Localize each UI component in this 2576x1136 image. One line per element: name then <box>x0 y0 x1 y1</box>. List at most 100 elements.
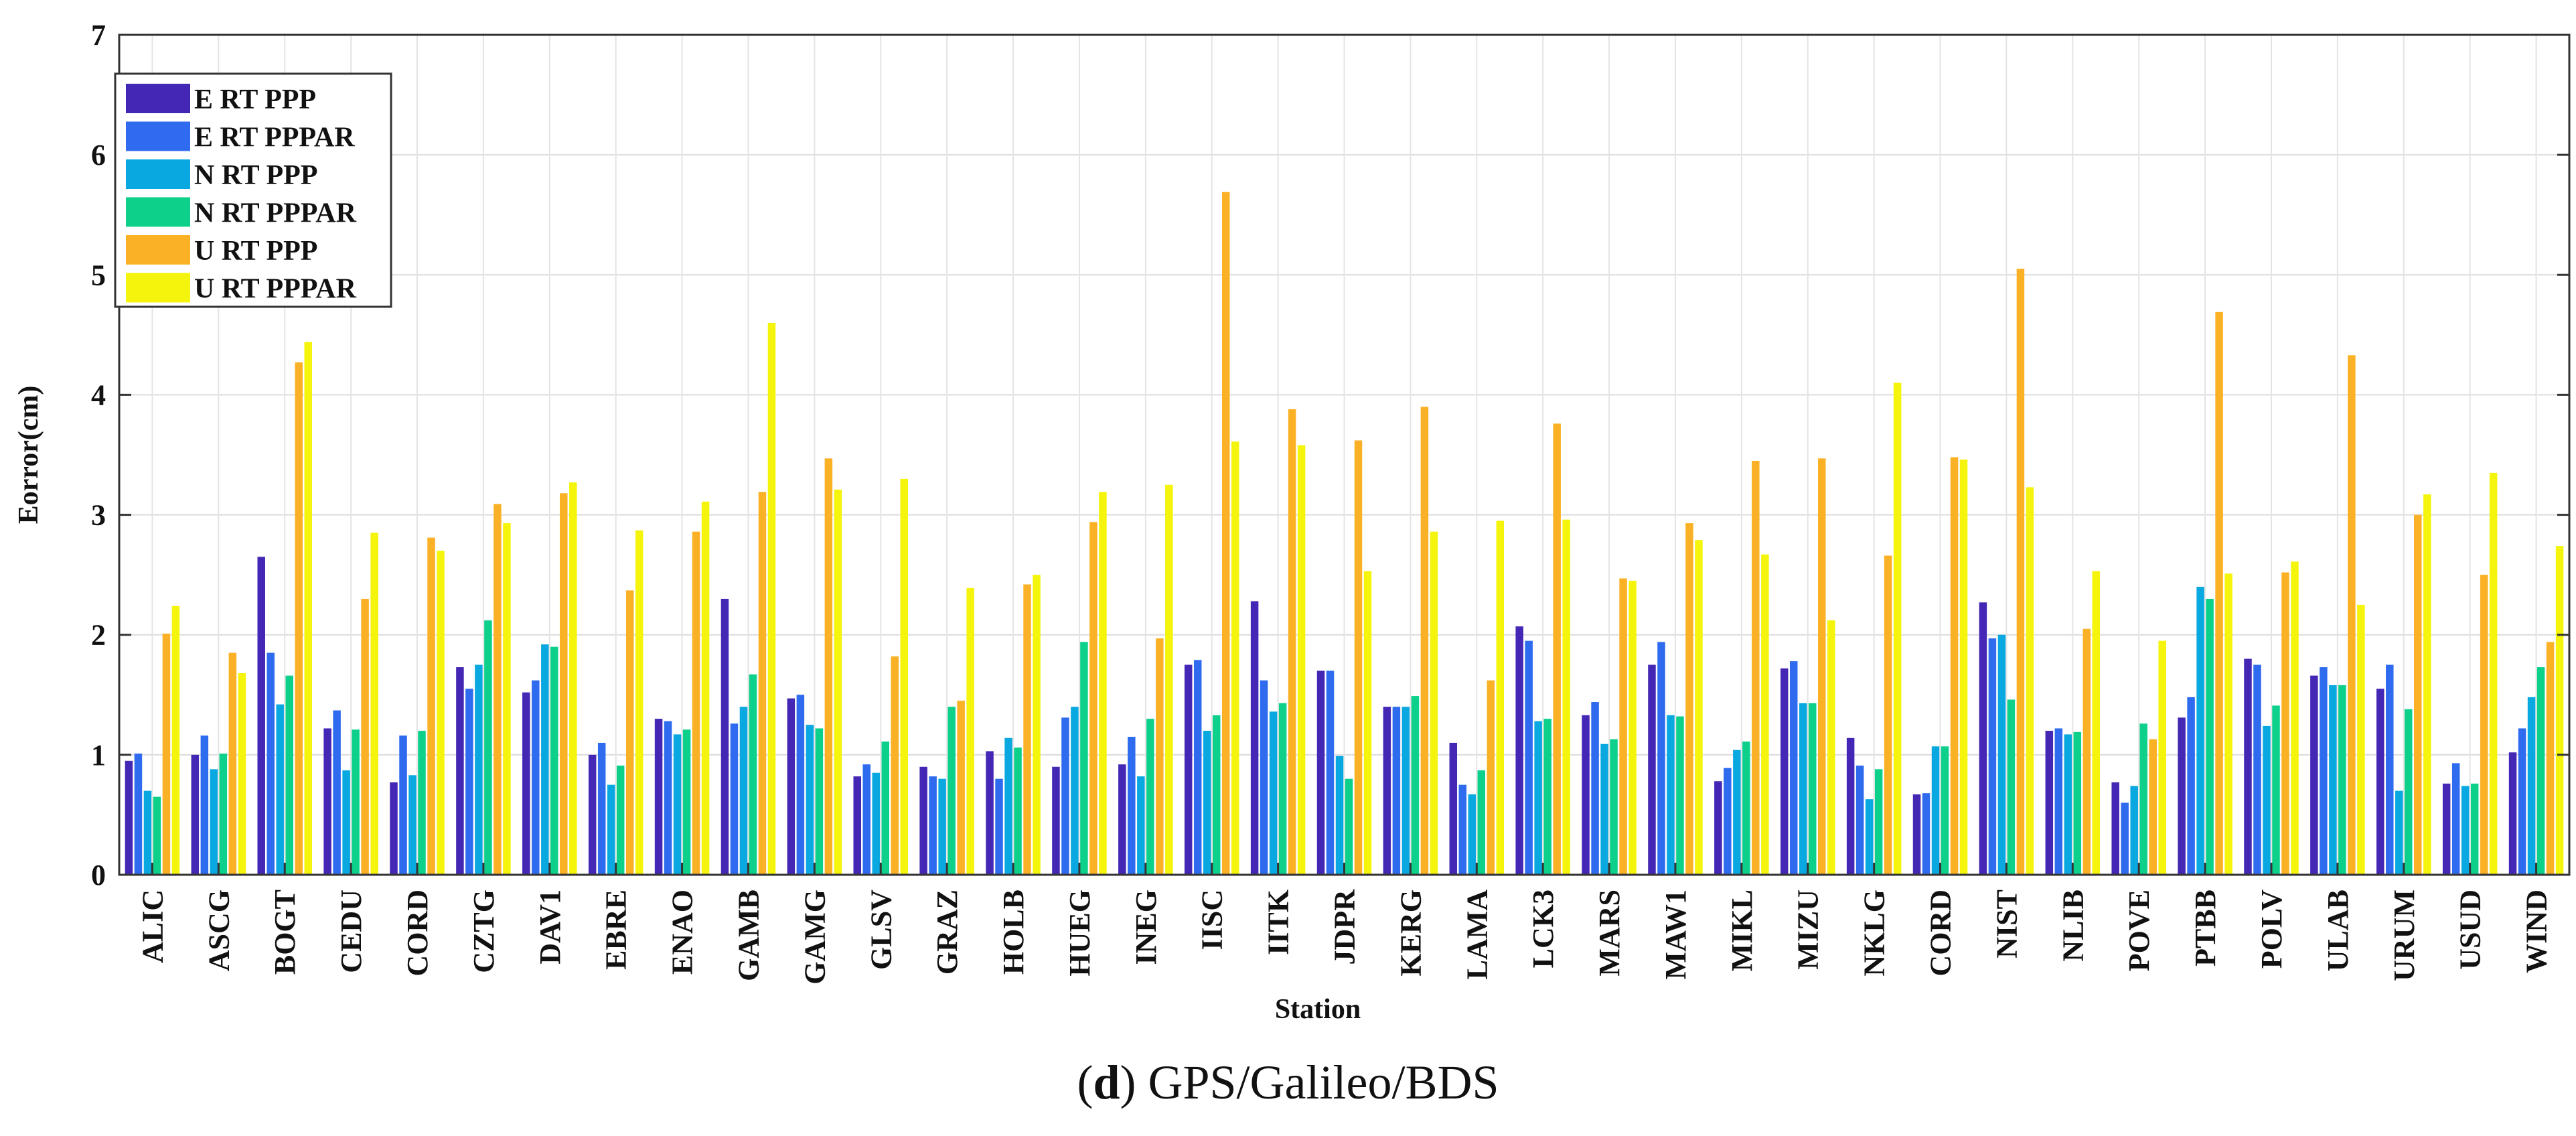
x-tick-label: CORD <box>401 890 434 977</box>
bar <box>390 782 398 875</box>
bar <box>986 751 994 875</box>
bar <box>2527 697 2536 875</box>
bar <box>607 784 615 875</box>
x-tick-label: ALIC <box>136 890 169 963</box>
bar <box>1553 423 1561 875</box>
bar <box>2073 731 2082 875</box>
bar <box>1628 581 1637 875</box>
x-tick-label: GAMB <box>732 890 765 981</box>
bar <box>522 692 530 875</box>
bar <box>1487 680 1495 875</box>
bar <box>1099 492 1107 875</box>
bar <box>625 590 634 875</box>
legend-label: E RT PPP <box>194 84 316 115</box>
bar <box>1988 638 1997 875</box>
bar <box>352 729 360 875</box>
x-tick-labels: ALIC ASCG BOGT CEDU CORD CZTG DAV1 EBRE ENAO GAMB… <box>136 863 2553 985</box>
bar <box>2196 587 2204 875</box>
bar <box>304 342 312 875</box>
y-tick-label: 3 <box>91 499 106 532</box>
y-tick-label: 6 <box>91 139 106 171</box>
bar <box>2054 728 2063 875</box>
bar <box>2442 783 2451 875</box>
bar <box>2376 689 2384 875</box>
bar <box>1071 707 1079 875</box>
legend-label: N RT PPPAR <box>194 198 357 229</box>
bar <box>2320 667 2328 875</box>
bar <box>1874 769 1883 875</box>
bar <box>2224 573 2232 875</box>
bar <box>2130 786 2138 875</box>
bar <box>919 766 927 875</box>
bar <box>134 754 143 875</box>
bar <box>399 735 407 875</box>
bar <box>1525 640 1533 875</box>
bar <box>1420 407 1429 875</box>
bar <box>1449 742 1458 875</box>
bar <box>2546 642 2555 875</box>
bar <box>494 504 502 875</box>
bar <box>1297 445 1306 875</box>
bar <box>2395 790 2403 875</box>
legend-label: U RT PPPAR <box>194 274 357 305</box>
x-tick-label: CZTG <box>467 890 500 973</box>
bar <box>560 493 568 875</box>
bar <box>285 675 293 875</box>
x-tick-label: GRAZ <box>931 890 964 975</box>
bar <box>418 731 426 875</box>
bar <box>238 673 246 875</box>
bar <box>891 656 899 875</box>
x-tick-label: INEG <box>1130 890 1162 965</box>
bar <box>1979 602 1987 875</box>
bar <box>1752 460 1760 875</box>
bar <box>1827 620 1835 875</box>
legend-label: U RT PPP <box>194 236 317 267</box>
bar <box>1128 736 1136 875</box>
x-tick-label: GLSV <box>864 890 897 970</box>
bar <box>796 695 805 875</box>
figure-caption: (d) GPS/Galileo/BDS <box>1077 1056 1499 1109</box>
bar <box>1865 799 1874 875</box>
bar <box>995 778 1003 875</box>
x-tick-label: LAMA <box>1460 890 1493 980</box>
bar <box>1014 748 1022 875</box>
bar <box>550 646 558 875</box>
bar <box>616 765 625 875</box>
bar <box>2016 269 2025 875</box>
bar <box>2178 717 2186 875</box>
bar <box>929 776 937 875</box>
bar <box>2215 311 2223 875</box>
bar <box>730 723 739 875</box>
legend-swatch <box>126 121 190 151</box>
y-tick-label: 2 <box>91 619 106 652</box>
y-axis-label: Eorror(cm) <box>13 386 44 524</box>
bar <box>2310 675 2318 875</box>
bar <box>1761 554 1769 875</box>
bar <box>597 742 606 875</box>
bar <box>787 698 795 875</box>
x-tick-label: LCK3 <box>1527 890 1560 968</box>
bar <box>2281 572 2289 875</box>
bar <box>1893 382 1902 875</box>
bar <box>370 532 378 875</box>
bar <box>1941 746 1949 875</box>
y-tick-label: 4 <box>91 378 106 411</box>
legend-swatch <box>126 84 190 113</box>
legend-swatch <box>126 159 190 189</box>
bar <box>2414 514 2422 875</box>
bar <box>1221 192 1230 875</box>
bar <box>1335 756 1344 875</box>
bar <box>664 721 672 875</box>
bar <box>2405 709 2413 875</box>
x-tick-label: IISC <box>1196 890 1229 950</box>
bar <box>957 701 965 875</box>
bar <box>2508 752 2517 875</box>
bar <box>1562 519 1570 875</box>
x-tick-label: GAMG <box>798 890 831 985</box>
bar <box>1411 696 1420 875</box>
bar <box>2480 575 2488 875</box>
bar <box>1061 717 1069 875</box>
x-tick-label: MIKL <box>1726 890 1758 971</box>
bar <box>465 689 473 875</box>
bar <box>503 523 511 875</box>
